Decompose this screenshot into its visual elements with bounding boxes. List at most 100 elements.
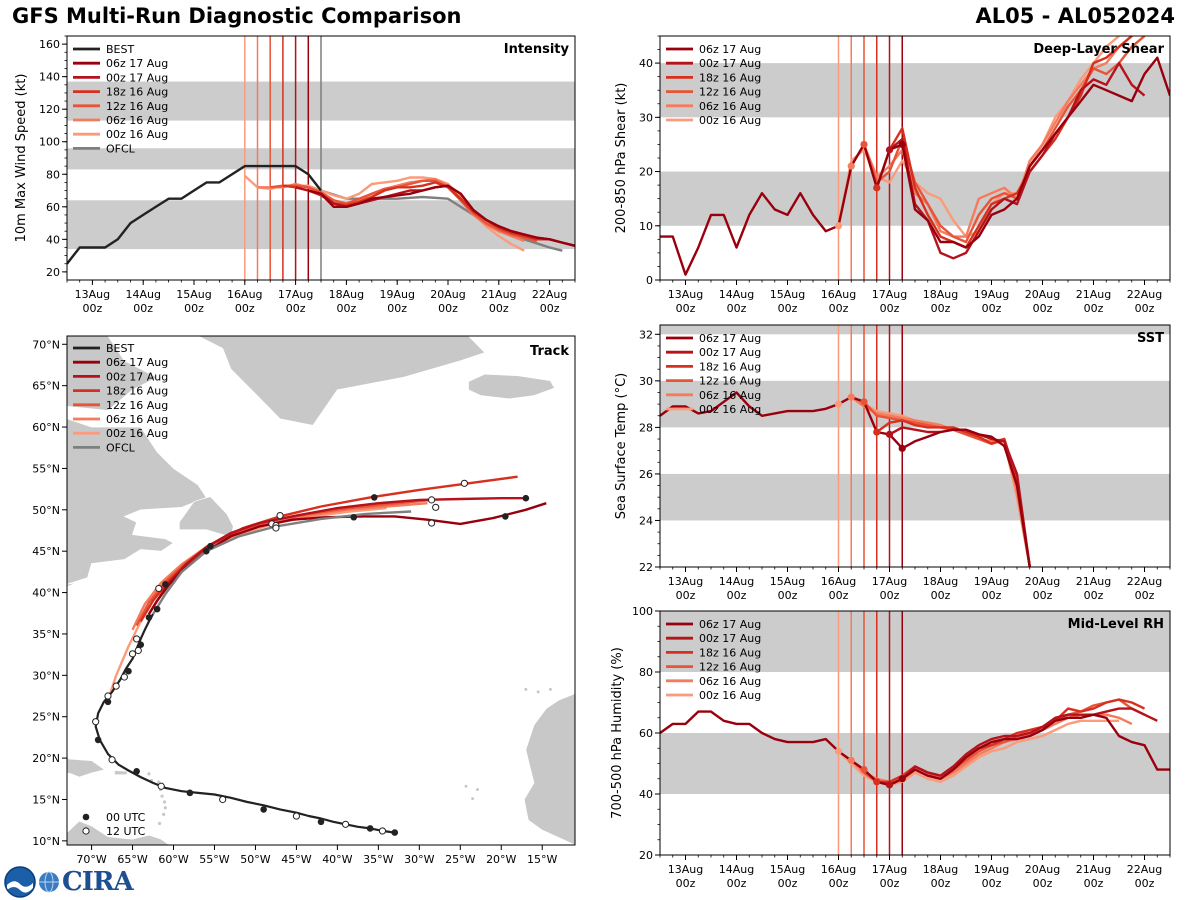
plot-area <box>67 36 575 280</box>
legend-label: 00z 16 Aug <box>106 427 168 440</box>
x-tick-label: 00z <box>880 589 900 602</box>
series-line-18z-16-aug <box>876 419 1031 567</box>
globe-icon <box>39 871 59 893</box>
series-line-06z-17-aug <box>660 391 1031 567</box>
y-tick-label: 80 <box>46 168 60 181</box>
x-tick-label: 00z <box>286 302 306 315</box>
marker-12utc <box>460 479 468 487</box>
legend-label: 00z 17 Aug <box>106 370 168 383</box>
marker-00utc <box>391 829 399 836</box>
y-tick-label: 40 <box>46 233 60 246</box>
y-tick-label: 30 <box>639 375 653 388</box>
init-marker <box>860 766 868 774</box>
y-tick-label: 160 <box>39 38 60 51</box>
init-marker <box>885 430 894 438</box>
x-tick-label: 45°W <box>281 853 311 866</box>
africa-land <box>523 634 575 845</box>
init-marker <box>898 775 906 783</box>
x-tick-label: 15Aug <box>770 288 805 301</box>
x-tick-label: 13Aug <box>75 288 110 301</box>
threshold-band <box>660 473 1170 521</box>
island-land <box>475 788 479 792</box>
hispaniola-land <box>67 754 106 778</box>
y-tick-label: 20 <box>639 166 653 179</box>
y-tick-label: 100 <box>632 605 653 618</box>
rh-panel: 2040608010013Aug00z14Aug00z15Aug00z16Aug… <box>610 605 1171 890</box>
marker-12utc <box>120 673 128 681</box>
marker-00utc <box>317 818 325 826</box>
init-marker <box>873 778 881 786</box>
x-tick-label: 00z <box>727 302 747 315</box>
y-tick-label: 10 <box>639 220 653 233</box>
iceland-land <box>468 373 556 400</box>
legend-label: 06z 17 Aug <box>106 356 168 369</box>
x-tick-label: 00z <box>83 302 103 315</box>
track-panel: 70°W 65°W 60°W 55°W 50°W 45°W 40°W 35°W 30°W 25°W… <box>32 335 576 866</box>
y-tick-label: 28 <box>639 421 653 434</box>
marker-00utc <box>153 605 161 613</box>
series-line-06z-17-aug <box>660 56 1170 276</box>
x-tick-label: 20°W <box>486 853 516 866</box>
y-tick-label: 26 <box>639 468 653 481</box>
marker-00utc <box>522 494 530 502</box>
legend-label: 12z 16 Aug <box>699 86 761 99</box>
x-tick-label: 00z <box>880 302 900 315</box>
legend-label: 00z 17 Aug <box>699 632 761 645</box>
x-tick-label: 35°W <box>363 853 393 866</box>
map-area <box>67 336 575 845</box>
puerto-rico-land <box>114 770 129 776</box>
x-tick-label: 00z <box>235 302 255 315</box>
init-marker <box>847 393 855 401</box>
x-tick-label: 22Aug <box>1127 575 1162 588</box>
x-tick-label: 00z <box>1135 589 1155 602</box>
legend-label: 06z 16 Aug <box>106 114 168 127</box>
x-tick-label: 00z <box>829 302 849 315</box>
legend-label: 12z 16 Aug <box>106 399 168 412</box>
series-line-12z-16-aug <box>270 179 538 243</box>
x-tick-label: 00z <box>982 302 1002 315</box>
x-tick-label: 00z <box>778 589 798 602</box>
x-tick-label: 20Aug <box>1025 288 1060 301</box>
x-tick-label: 00z <box>727 877 747 890</box>
legend-label: OFCL <box>106 441 136 454</box>
greenland-land <box>173 336 486 426</box>
axes-frame <box>66 335 576 846</box>
init-marker <box>898 444 906 452</box>
y-tick-label: 35°N <box>32 628 60 641</box>
x-tick-label: 70°W <box>76 853 106 866</box>
x-tick-label: 00z <box>778 302 798 315</box>
plot-area <box>660 611 1170 855</box>
marker-00utc <box>260 806 267 813</box>
legend-label: 18z 16 Aug <box>699 360 761 373</box>
x-tick-label: 00z <box>1033 302 1053 315</box>
cira-logo-text: CIRA <box>62 867 134 897</box>
panel-label: Mid-Level RH <box>1068 617 1164 632</box>
x-tick-label: 22Aug <box>1127 288 1162 301</box>
x-tick-label: 00z <box>387 302 407 315</box>
x-tick-label: 00z <box>829 877 849 890</box>
x-tick-label: 00z <box>676 877 696 890</box>
x-tick-label: 20Aug <box>1025 575 1060 588</box>
marker-00utc <box>502 513 509 520</box>
x-tick-label: 21Aug <box>1076 575 1111 588</box>
marker-12utc <box>292 812 301 820</box>
series-line-best <box>67 164 322 265</box>
x-tick-label: 00z <box>337 302 357 315</box>
x-tick-label: 40°W <box>322 853 352 866</box>
x-tick-label: 00z <box>982 589 1002 602</box>
y-tick-label: 40 <box>639 57 653 70</box>
legend-label: 00z 16 Aug <box>699 689 761 702</box>
x-tick-label: 60°W <box>158 853 188 866</box>
marker-12utc <box>134 646 142 655</box>
noaa-icon <box>4 866 36 898</box>
x-tick-label: 25°W <box>445 853 475 866</box>
x-tick-label: 13Aug <box>668 575 703 588</box>
marker-12utc <box>432 503 440 511</box>
x-tick-label: 20Aug <box>1025 863 1060 876</box>
y-axis-label: 200-850 hPa Shear (kt) <box>614 83 629 234</box>
y-tick-label: 10°N <box>32 835 60 848</box>
x-tick-label: 15Aug <box>176 288 211 301</box>
figure-title: GFS Multi-Run Diagnostic Comparison <box>12 4 462 28</box>
marker-00utc <box>125 667 132 675</box>
init-marker <box>834 400 843 408</box>
